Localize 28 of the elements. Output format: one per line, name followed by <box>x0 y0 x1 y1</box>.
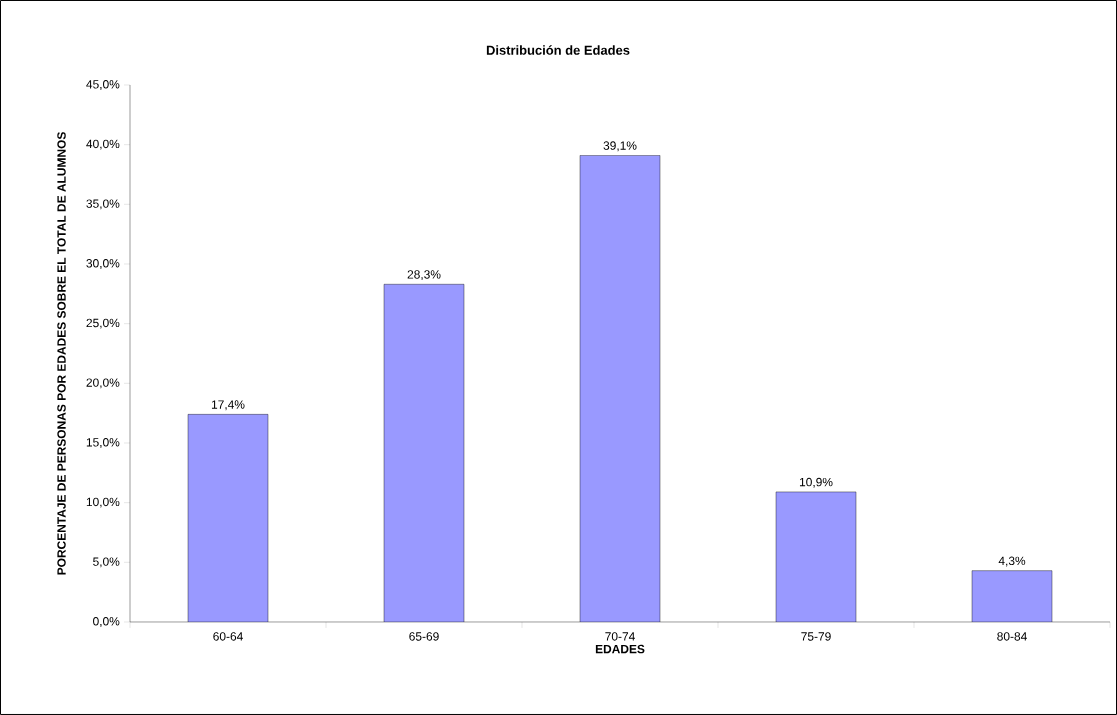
x-axis-title: EDADES <box>595 644 645 654</box>
bar <box>776 491 857 622</box>
x-tick-label: 65-69 <box>409 632 439 641</box>
bar <box>188 414 269 622</box>
data-label: 10,9% <box>799 477 833 488</box>
bar <box>384 284 465 622</box>
x-tick-label: 60-64 <box>213 632 243 641</box>
chart-title: Distribución de Edades <box>486 45 630 55</box>
x-tick-label: 80-84 <box>997 632 1027 641</box>
bar <box>971 570 1053 622</box>
x-tick-label: 75-79 <box>801 632 831 641</box>
y-tick-label: 25,0% <box>86 318 120 329</box>
data-label: 39,1% <box>603 141 637 152</box>
data-label: 28,3% <box>407 270 441 281</box>
y-tick-label: 15,0% <box>86 438 120 448</box>
y-tick-label: 45,0% <box>86 80 120 90</box>
x-tick-label: 70-74 <box>605 632 635 641</box>
y-tick-label: 5,0% <box>93 557 120 568</box>
y-tick-label: 10,0% <box>86 497 120 508</box>
data-label: 17,4% <box>211 400 245 411</box>
y-tick-label: 30,0% <box>86 259 120 269</box>
bar <box>580 155 661 622</box>
y-tick-label: 40,0% <box>86 139 120 150</box>
y-tick-label: 35,0% <box>86 199 120 210</box>
y-tick-label: 20,0% <box>86 378 120 389</box>
data-label: 4,3% <box>998 556 1026 567</box>
y-tick-label: 0,0% <box>93 617 120 627</box>
y-axis-title: PORCENTAJE DE PERSONAS POR EDADES SOBRE EL TOTAL DE ALUMNOS <box>57 132 66 575</box>
